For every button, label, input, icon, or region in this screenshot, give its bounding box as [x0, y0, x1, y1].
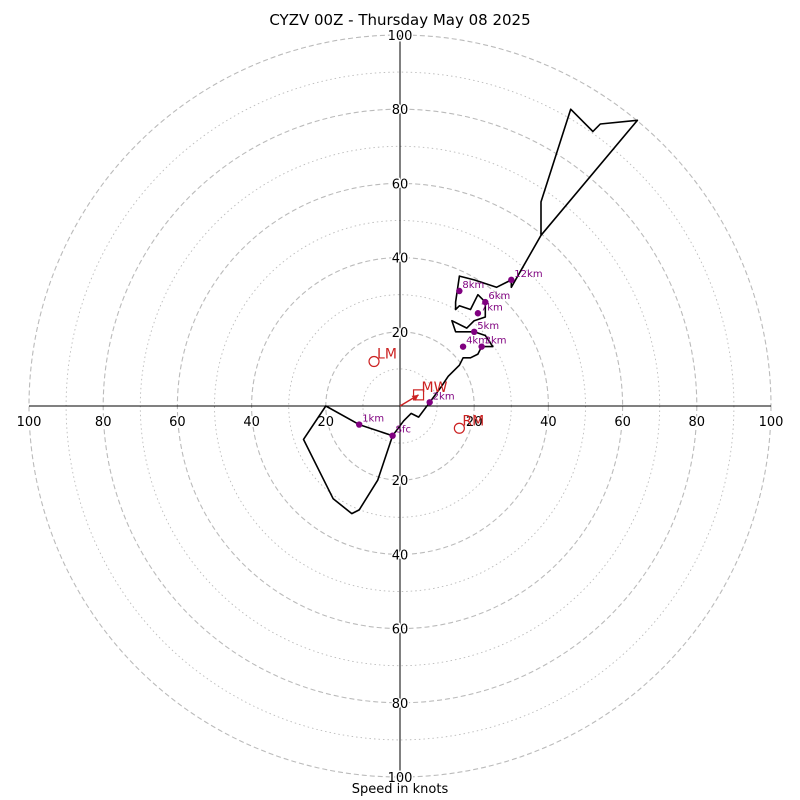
height-label-2km: 2km: [433, 391, 455, 402]
tick-label-south-80: 80: [392, 697, 409, 712]
height-marker-4km: [459, 343, 467, 350]
hodograph-trace: [302, 108, 639, 515]
height-label-1km: 1km: [362, 414, 384, 425]
tick-label-south-60: 60: [392, 623, 409, 638]
height-label-Sfc: Sfc: [396, 425, 411, 436]
tick-label-north-80: 80: [392, 103, 409, 118]
storm-motion-marker-LM: [368, 355, 380, 368]
height-marker-3km: [478, 343, 485, 350]
tick-label-south-40: 40: [392, 548, 409, 563]
height-marker-1km: [355, 421, 363, 428]
height-marker-7km: [474, 310, 482, 317]
tick-label-north-60: 60: [392, 177, 409, 192]
tick-label-west-80: 80: [95, 415, 112, 430]
x-axis-label: Speed in knots: [351, 782, 449, 797]
height-label-4km: 4km: [466, 336, 488, 347]
height-label-3km: 3km: [485, 336, 507, 347]
tick-label-north-40: 40: [392, 252, 409, 267]
height-label-7km: 7km: [481, 302, 503, 313]
storm-motion-marker-MW: [412, 389, 425, 401]
height-marker-5km: [471, 328, 478, 335]
tick-label-south-20: 20: [392, 474, 409, 489]
height-label-12km: 12km: [514, 269, 542, 280]
tick-label-north-20: 20: [392, 326, 409, 341]
height-marker-12km: [508, 276, 515, 284]
tick-label-east-100: 100: [759, 415, 784, 430]
tick-label-west-100: 100: [17, 415, 42, 430]
tick-label-west-60: 60: [169, 415, 186, 430]
height-marker-6km: [482, 298, 489, 306]
height-label-5km: 5km: [477, 321, 499, 332]
tick-label-west-20: 20: [318, 415, 335, 430]
tick-label-south-100: 100: [388, 771, 413, 786]
storm-motion-marker-RM: [453, 422, 465, 434]
storm-motion-label-RM: RM: [462, 413, 484, 429]
height-label-8km: 8km: [462, 280, 484, 291]
height-marker-2km: [426, 399, 433, 406]
tick-label-east-20: 20: [466, 415, 483, 430]
tick-label-west-40: 40: [243, 415, 260, 430]
storm-motion-label-MW: MW: [422, 380, 448, 396]
height-marker-8km: [456, 287, 463, 295]
tick-label-east-40: 40: [540, 415, 557, 430]
tick-label-east-80: 80: [689, 415, 706, 430]
height-marker-Sfc: [389, 432, 396, 439]
height-label-6km: 6km: [488, 291, 510, 302]
storm-motion-label-LM: LM: [377, 346, 397, 362]
tick-label-north-100: 100: [388, 29, 413, 44]
chart-title: CYZV 00Z - Thursday May 08 2025: [269, 11, 531, 29]
tick-label-east-60: 60: [614, 415, 631, 430]
